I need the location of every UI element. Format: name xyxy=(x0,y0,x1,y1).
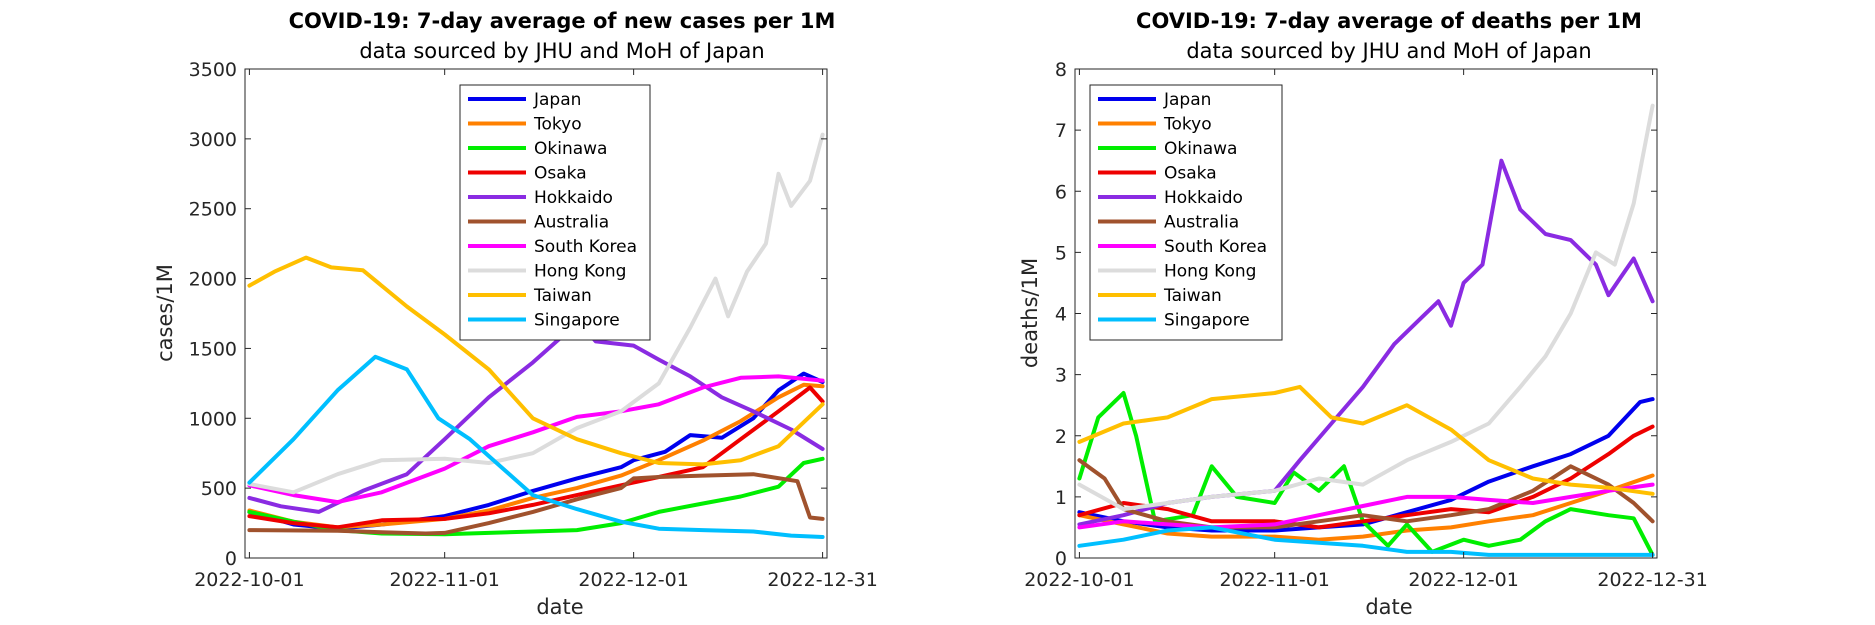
y-tick-label: 6 xyxy=(1055,181,1067,203)
legend-label: Japan xyxy=(1163,90,1211,110)
y-tick-label: 500 xyxy=(201,478,237,500)
y-tick-label: 3 xyxy=(1055,365,1067,387)
series-line-osaka xyxy=(247,385,825,530)
y-axis-label: deaths/1M xyxy=(1018,258,1042,368)
x-tick-label: 2022-10-01 xyxy=(1024,569,1134,591)
series-line-taiwan xyxy=(247,255,825,467)
legend-label: Okinawa xyxy=(1164,139,1237,159)
x-axis-label: date xyxy=(1365,595,1412,619)
legend-label: Australia xyxy=(1164,213,1239,233)
x-tick-label: 2022-12-31 xyxy=(767,569,877,591)
series-line-south-korea xyxy=(247,374,825,505)
series-line-singapore xyxy=(1077,525,1655,557)
series-line-taiwan xyxy=(1077,384,1655,496)
legend-box xyxy=(1089,84,1283,341)
legend-label: Taiwan xyxy=(1163,286,1222,306)
chart-deaths: COVID-19: 7-day average of deaths per 1M… xyxy=(1018,9,1708,619)
legend-label: South Korea xyxy=(1164,237,1267,257)
legend-label: Okinawa xyxy=(534,139,607,159)
y-tick-label: 0 xyxy=(1055,548,1067,570)
series-lines xyxy=(247,132,825,539)
legend-label: Hong Kong xyxy=(1164,262,1256,282)
y-tick-label: 5 xyxy=(1055,242,1067,264)
legend-label: Australia xyxy=(534,213,609,233)
chart-title: COVID-19: 7-day average of new cases per… xyxy=(289,9,836,33)
legend-label: Osaka xyxy=(1164,164,1217,184)
x-tick-label: 2022-12-31 xyxy=(1597,569,1707,591)
y-tick-label: 2500 xyxy=(189,199,237,221)
legend-label: Hokkaido xyxy=(534,188,613,208)
y-tick-label: 4 xyxy=(1055,304,1067,326)
x-tick-label: 2022-12-01 xyxy=(578,569,688,591)
legend-label: Singapore xyxy=(534,311,620,331)
y-axis-label: cases/1M xyxy=(153,264,177,362)
legend-box xyxy=(459,84,651,341)
y-tick-label: 2 xyxy=(1055,426,1067,448)
series-line-south-korea xyxy=(1077,482,1655,530)
legend-label: Japan xyxy=(533,90,581,110)
legend: Japan Tokyo Okinawa Osaka Hokkaido Australia S… xyxy=(459,84,651,341)
x-tick-label: 2022-11-01 xyxy=(1219,569,1329,591)
series-lines xyxy=(1077,103,1655,557)
legend-label: Osaka xyxy=(534,164,587,184)
y-tick-label: 2000 xyxy=(189,269,237,291)
legend: Japan Tokyo Okinawa Osaka Hokkaido Australia S… xyxy=(1089,84,1283,341)
chart-title: COVID-19: 7-day average of deaths per 1M xyxy=(1136,9,1642,33)
x-tick-label: 2022-12-01 xyxy=(1408,569,1518,591)
axis-ticks: 0 1 2 3 4 5 6 7 8 2022-10-01 2022-11-01 2022-12-01 2… xyxy=(1024,59,1708,591)
legend-label: Singapore xyxy=(1164,311,1250,331)
chart-cases: COVID-19: 7-day average of new cases per… xyxy=(153,9,878,619)
y-tick-label: 1000 xyxy=(189,408,237,430)
x-tick-label: 2022-10-01 xyxy=(194,569,304,591)
x-axis-label: date xyxy=(536,595,583,619)
chart-subtitle: data sourced by JHU and MoH of Japan xyxy=(1186,39,1591,63)
legend-label: Taiwan xyxy=(533,286,592,306)
series-line-osaka xyxy=(1077,424,1655,530)
y-tick-label: 8 xyxy=(1055,59,1067,81)
series-line-singapore xyxy=(247,354,825,539)
series-line-australia xyxy=(1077,458,1655,530)
series-line-hong-kong xyxy=(247,132,825,495)
chart-subtitle: data sourced by JHU and MoH of Japan xyxy=(359,39,764,63)
series-line-tokyo xyxy=(1077,473,1655,542)
y-tick-label: 7 xyxy=(1055,120,1067,142)
y-tick-label: 3000 xyxy=(189,129,237,151)
y-tick-label: 1 xyxy=(1055,487,1067,509)
legend-label: Tokyo xyxy=(1163,115,1212,135)
y-tick-label: 3500 xyxy=(189,59,237,81)
y-tick-label: 0 xyxy=(225,548,237,570)
legend-label: Tokyo xyxy=(533,115,582,135)
series-line-australia xyxy=(247,472,825,536)
y-tick-label: 1500 xyxy=(189,338,237,360)
legend-label: South Korea xyxy=(534,237,637,257)
legend-label: Hokkaido xyxy=(1164,188,1243,208)
axis-ticks: 0 500 1000 1500 2000 2500 3000 3500 2022-10-01 20… xyxy=(189,59,878,591)
series-line-hong-kong xyxy=(1077,103,1655,512)
legend-label: Hong Kong xyxy=(534,262,626,282)
x-tick-label: 2022-11-01 xyxy=(389,569,499,591)
